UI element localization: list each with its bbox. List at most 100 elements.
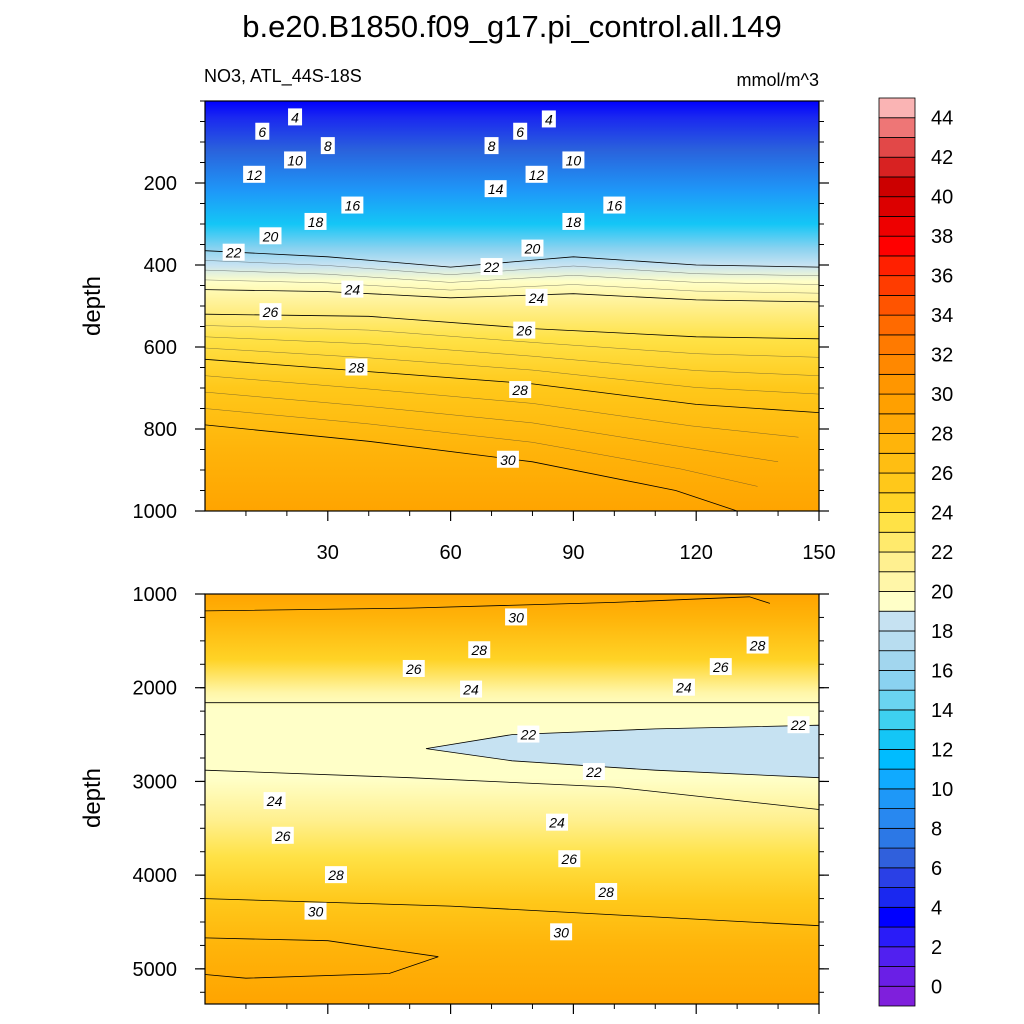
- contour-label-bg: [484, 180, 507, 198]
- colorbar-label: 30: [931, 384, 953, 406]
- colorbar-label: 6: [931, 858, 942, 880]
- colorbar-box: [878, 216, 916, 237]
- contour-label-text: 24: [344, 282, 361, 298]
- y-tick-label: 2000: [133, 678, 178, 700]
- contour-label-bg: [243, 165, 266, 183]
- contour-label-text: 24: [266, 793, 283, 809]
- contour-label: 24: [525, 288, 548, 306]
- y-tick-label: 5000: [133, 959, 178, 981]
- contour-label: 30: [304, 902, 327, 920]
- colorbar-label: 32: [931, 345, 953, 367]
- contour-label-text: 28: [327, 867, 344, 883]
- colorbar-boxes: [878, 97, 916, 1007]
- colorbar-label: 44: [931, 108, 953, 130]
- colorbar-box: [878, 117, 916, 138]
- colorbar-label: 16: [931, 660, 953, 682]
- lower-ylabel: depth: [79, 768, 106, 828]
- contour-label-bg: [558, 850, 581, 868]
- contour-line-30: [204, 424, 738, 512]
- contour-label-text: 22: [520, 727, 537, 743]
- y-tick-label: 3000: [133, 771, 178, 793]
- contour-label: 26: [402, 659, 425, 677]
- contour-label-text: 6: [516, 124, 524, 140]
- contour-label-bg: [582, 763, 605, 781]
- colorbar-box: [878, 768, 916, 790]
- upper-panel: 200 400 600 800 1000 30 60 90 120 150 4 4 6 6 8 8 10 10 1…: [79, 100, 836, 564]
- y-tick-label: 600: [144, 337, 177, 359]
- figure-title: b.e20.B1850.f09_g17.pi_control.all.149: [242, 9, 782, 44]
- colorbar-box: [878, 235, 916, 257]
- colorbar-box: [878, 354, 916, 375]
- contour-label-text: 26: [262, 304, 279, 320]
- contour-label-bg: [595, 883, 618, 901]
- contour-label-text: 16: [345, 198, 361, 214]
- colorbar: 0246810121416182022242628303234363840424…: [878, 97, 953, 1007]
- colorbar-box: [878, 551, 916, 573]
- contour-label-text: 14: [488, 181, 504, 197]
- colorbar-label: 28: [931, 424, 953, 446]
- colorbar-box: [878, 294, 916, 316]
- contour-line-31: [205, 937, 439, 979]
- y-tick-label: 400: [144, 255, 177, 277]
- contour-label-text: 28: [749, 638, 766, 654]
- contour-label-bg: [513, 321, 536, 339]
- contour-label-bg: [525, 165, 548, 183]
- isoline: [205, 260, 819, 277]
- colorbar-label: 12: [931, 739, 953, 761]
- contour-label-text: 8: [324, 138, 332, 154]
- contour-label-text: 24: [675, 680, 692, 696]
- colorbar-box: [878, 946, 916, 967]
- contour-label-text: 20: [524, 241, 541, 257]
- contour-label-bg: [304, 212, 327, 230]
- contour-label: 26: [709, 658, 732, 676]
- colorbar-box: [878, 571, 916, 592]
- colorbar-label: 4: [931, 897, 942, 919]
- upper-tick-labels: 200 400 600 800 1000 30 60 90 120 150: [133, 173, 836, 564]
- upper-field-fill: [205, 101, 819, 511]
- contour-label: 22: [222, 243, 245, 261]
- contour-label-bg: [603, 196, 626, 214]
- colorbar-label: 42: [931, 147, 953, 169]
- contour-label: 18: [304, 212, 327, 230]
- contour-label: 28: [324, 866, 347, 884]
- colorbar-label: 18: [931, 621, 953, 643]
- contour-label: 24: [341, 280, 364, 298]
- contour-label-bg: [513, 122, 528, 140]
- colorbar-label: 14: [931, 700, 953, 722]
- contour-label: 28: [345, 358, 368, 376]
- contour-label-text: 24: [528, 290, 545, 306]
- contour-label: 22: [517, 725, 540, 743]
- colorbar-label: 40: [931, 187, 953, 209]
- colorbar-label: 20: [931, 581, 953, 603]
- x-tick-label: 30: [317, 542, 339, 564]
- colorbar-box: [878, 334, 916, 356]
- colorbar-label: 38: [931, 226, 953, 248]
- contour-label-bg: [255, 122, 270, 140]
- colorbar-label: 24: [931, 503, 953, 525]
- colorbar-box: [878, 748, 916, 770]
- contour-label-bg: [496, 450, 519, 468]
- colorbar-box: [878, 512, 916, 533]
- colorbar-box: [878, 985, 916, 1007]
- contour-label-text: 24: [548, 815, 565, 831]
- upper-contour-lines: [204, 250, 820, 512]
- contour-label-text: 26: [561, 851, 578, 867]
- colorbar-box: [878, 255, 916, 277]
- colorbar-box: [878, 906, 916, 928]
- colorbar-labels: 0246810121416182022242628303234363840424…: [931, 108, 953, 999]
- colorbar-box: [878, 887, 916, 908]
- colorbar-box: [878, 275, 916, 296]
- contour-label: 26: [513, 321, 536, 339]
- contour-label-bg: [259, 227, 282, 245]
- colorbar-label: 34: [931, 305, 953, 327]
- contour-label-text: 12: [246, 167, 262, 183]
- isoline: [205, 375, 799, 438]
- contour-label-bg: [304, 902, 327, 920]
- colorbar-label: 8: [931, 818, 942, 840]
- contour-label-bg: [263, 792, 286, 810]
- contour-label-text: 26: [274, 828, 291, 844]
- contour-label-text: 26: [712, 659, 729, 675]
- y-tick-label: 1000: [133, 501, 178, 523]
- contour-label-bg: [562, 212, 585, 230]
- x-tick-label: 90: [562, 542, 584, 564]
